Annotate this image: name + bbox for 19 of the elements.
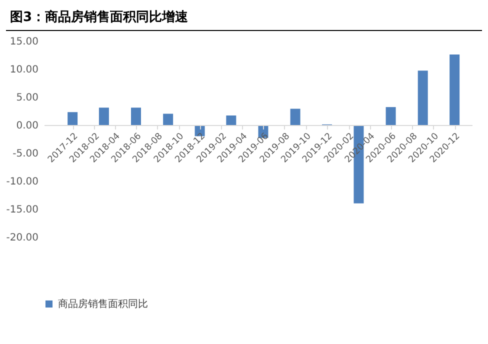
- bar: [98, 108, 109, 125]
- y-tick-label: 5.00: [16, 92, 38, 104]
- y-tick-label: 15.00: [10, 36, 38, 48]
- y-tick-label: 0.00: [16, 120, 38, 132]
- legend-label: 商品房销售面积同比: [58, 298, 148, 310]
- y-tick-label: 10.00: [10, 64, 38, 76]
- y-tick-label: -5.00: [12, 148, 38, 160]
- chart-title: 图3：商品房销售面积同比增速: [6, 8, 482, 31]
- y-tick-label: -15.00: [6, 204, 38, 216]
- bar: [450, 54, 460, 125]
- bar: [131, 108, 142, 125]
- bar: [163, 114, 174, 125]
- bar: [386, 107, 396, 125]
- bar: [290, 108, 300, 125]
- bar: [226, 115, 236, 125]
- y-tick-label: -20.00: [6, 232, 38, 244]
- bar: [418, 70, 428, 125]
- bar: [68, 112, 78, 125]
- y-tick-label: -10.00: [6, 176, 38, 188]
